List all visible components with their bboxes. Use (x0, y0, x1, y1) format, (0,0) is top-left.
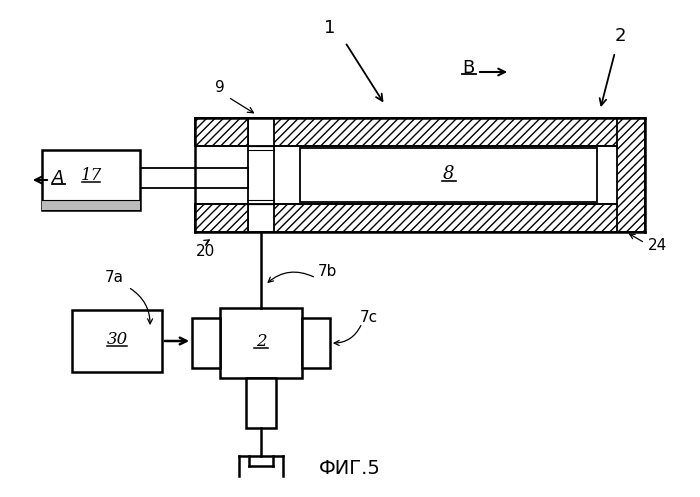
Text: 7a: 7a (105, 270, 124, 285)
Bar (220, 308, 302, 378)
Bar (617, 118, 645, 232)
Bar (42, 200, 140, 210)
Bar (195, 118, 645, 146)
Text: 30: 30 (106, 331, 127, 347)
Text: 7b: 7b (318, 264, 337, 279)
Bar (300, 148, 597, 202)
Text: 7c: 7c (360, 311, 378, 326)
Text: 1: 1 (324, 19, 336, 37)
Bar (195, 118, 248, 146)
Bar (195, 118, 645, 146)
Bar (42, 150, 140, 210)
Bar (110, 168, 248, 188)
Bar (302, 318, 330, 368)
Text: 8: 8 (442, 165, 454, 183)
Text: 17: 17 (80, 166, 101, 183)
Text: 2: 2 (256, 332, 266, 349)
Text: 20: 20 (196, 245, 216, 259)
Bar (195, 118, 248, 146)
Bar (246, 378, 276, 428)
Bar (617, 118, 645, 232)
Text: A: A (52, 169, 64, 187)
Text: В: В (462, 59, 475, 77)
Text: ФИГ.5: ФИГ.5 (319, 459, 381, 478)
Text: 2: 2 (615, 27, 626, 45)
Bar (248, 118, 274, 232)
Bar (195, 204, 248, 232)
Text: 24: 24 (648, 238, 667, 252)
Bar (195, 204, 248, 232)
Text: 9: 9 (215, 81, 225, 95)
Bar (72, 310, 162, 372)
Bar (192, 318, 220, 368)
Bar (195, 204, 645, 232)
Bar (195, 204, 645, 232)
